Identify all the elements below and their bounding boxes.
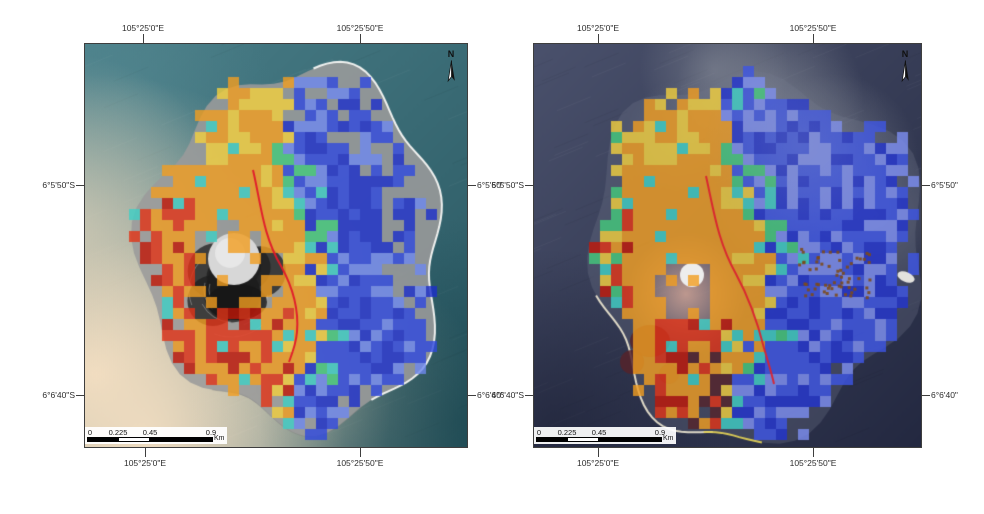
bottom-tick: [813, 448, 814, 457]
longitude-label-top-left: 105°25'0"E: [576, 23, 620, 33]
latitude-label-left-lower: 6°6'40"S: [42, 390, 75, 400]
longitude-label-top-right: 105°25'50"E: [789, 23, 837, 33]
left-tick: [525, 185, 533, 186]
bottom-tick: [145, 448, 146, 457]
longitude-label-top-right: 105°25'50"E: [336, 23, 384, 33]
right-tick: [468, 395, 476, 396]
top-tick: [813, 34, 814, 43]
post-eruption-map-image: [534, 44, 921, 447]
scale-tick-label: 0: [87, 428, 93, 437]
scale-tick-label: 0.45: [591, 428, 607, 437]
scale-unit-label: Km: [663, 435, 674, 442]
north-arrow-icon: [447, 60, 455, 83]
latitude-label-right-upper: 6°5'50": [477, 180, 504, 190]
left-tick: [76, 185, 84, 186]
bottom-tick: [360, 448, 361, 457]
right-tick: [468, 185, 476, 186]
scale-tick-label: 0.45: [142, 428, 158, 437]
left-tick: [76, 395, 84, 396]
latitude-label-right-lower: 6°6'40": [931, 390, 958, 400]
north-label: N: [901, 49, 909, 59]
top-tick: [360, 34, 361, 43]
scale-tick-label: 0.9: [654, 428, 666, 437]
scale-bar-segment: [536, 437, 567, 442]
latitude-label-right-upper: 6°5'50": [931, 180, 958, 190]
pre-eruption-map-image: [85, 44, 467, 447]
latitude-label-left-upper: 6°5'50"S: [42, 180, 75, 190]
longitude-label-bottom-right: 105°25'50"E: [336, 458, 384, 468]
longitude-label-top-left: 105°25'0"E: [121, 23, 165, 33]
scale-bar-segment: [599, 437, 662, 442]
latitude-label-left-lower: 6°6'40"S: [491, 390, 524, 400]
north-arrow: N: [442, 50, 460, 90]
scale-bar-segment: [87, 437, 118, 442]
scale-bar-segment: [567, 437, 599, 442]
scale-tick-label: 0.9: [205, 428, 217, 437]
scale-unit-label: Km: [214, 435, 225, 442]
north-arrow-icon: [901, 60, 909, 83]
bottom-tick: [598, 448, 599, 457]
top-tick: [598, 34, 599, 43]
right-tick: [922, 395, 930, 396]
latitude-label-right-lower: 6°6'40": [477, 390, 504, 400]
scale-bar-segment: [118, 437, 150, 442]
map-frame: N 0 0.225 0.45 0.9 Km: [84, 43, 468, 448]
scale-tick-label: 0: [536, 428, 542, 437]
north-label: N: [447, 49, 455, 59]
scale-bar: 0 0.225 0.45 0.9 Km: [85, 427, 227, 444]
scale-tick-label: 0.225: [108, 428, 128, 437]
scale-bar-segment: [150, 437, 213, 442]
map-panel-left: 105°25'0"E 105°25'50"E 105°25'0"E 105°25…: [42, 23, 504, 468]
map-frame: N 0 0.225 0.45 0.9 Km: [533, 43, 922, 448]
scale-tick-label: 0.225: [557, 428, 577, 437]
longitude-label-bottom-left: 105°25'0"E: [576, 458, 620, 468]
north-arrow: N: [896, 50, 914, 90]
longitude-label-bottom-left: 105°25'0"E: [123, 458, 167, 468]
map-panel-right: 105°25'0"E 105°25'50"E 105°25'0"E 105°25…: [491, 23, 958, 468]
left-tick: [525, 395, 533, 396]
longitude-label-bottom-right: 105°25'50"E: [789, 458, 837, 468]
scale-bar: 0 0.225 0.45 0.9 Km: [534, 427, 676, 444]
latitude-label-left-upper: 6°5'50"S: [491, 180, 524, 190]
right-tick: [922, 185, 930, 186]
top-tick: [143, 34, 144, 43]
